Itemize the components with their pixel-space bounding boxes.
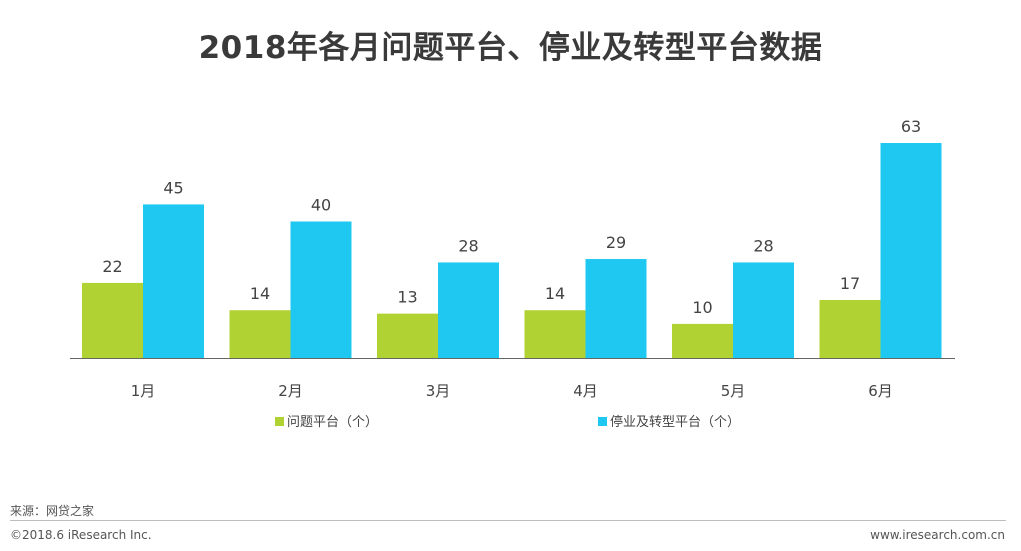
value-label: 17 (840, 274, 860, 293)
chart-title: 2018年各月问题平台、停业及转型平台数据 (198, 30, 823, 66)
legend-label: 停业及转型平台（个） (610, 414, 740, 430)
x-tick-label: 5月 (721, 382, 746, 400)
bars-group (82, 143, 942, 358)
x-tick-labels-group: 1月 2月 3月 4月 5月 6月 (131, 382, 893, 400)
bar-problem-5 (672, 323, 733, 358)
value-label: 28 (458, 236, 478, 255)
value-label: 29 (606, 233, 626, 252)
value-label: 40 (311, 195, 331, 214)
value-label: 63 (901, 117, 921, 136)
website-text: www.iresearch.com.cn (870, 528, 1005, 542)
bar-closed-1 (143, 204, 204, 358)
bar-problem-2 (229, 310, 291, 358)
legend: 问题平台（个） 停业及转型平台（个） (275, 414, 740, 430)
x-tick-label: 6月 (868, 382, 893, 400)
bar-chart: 22 45 14 40 13 28 14 29 10 28 17 63 1月 2月 3月 4月 5月 6月 问题… (70, 117, 955, 430)
x-tick-label: 2月 (278, 382, 303, 400)
bar-problem-3 (377, 313, 438, 358)
value-label: 14 (250, 284, 270, 303)
value-label: 28 (753, 236, 773, 255)
copyright-text: ©2018.6 iResearch Inc. (10, 528, 152, 542)
x-tick-label: 4月 (573, 382, 598, 400)
bar-closed-2 (290, 221, 352, 358)
legend-label: 问题平台（个） (287, 415, 378, 430)
value-label: 10 (692, 298, 712, 317)
value-label: 22 (102, 257, 122, 276)
value-labels-group: 22 45 14 40 13 28 14 29 10 28 17 63 (102, 117, 921, 317)
value-label: 13 (397, 288, 417, 307)
value-label: 14 (545, 284, 565, 303)
legend-swatch (598, 417, 607, 426)
bar-closed-6 (880, 143, 942, 358)
bar-problem-1 (82, 282, 143, 358)
source-note: 来源：网贷之家 (10, 504, 95, 518)
footer-divider (10, 520, 1006, 521)
legend-swatch (275, 417, 284, 426)
x-tick-label: 3月 (426, 382, 451, 400)
x-tick-label: 1月 (131, 382, 156, 400)
bar-problem-6 (819, 299, 881, 358)
value-label: 45 (163, 178, 183, 197)
bar-problem-4 (524, 310, 586, 358)
bar-closed-5 (733, 262, 794, 358)
bar-closed-3 (438, 262, 499, 358)
bar-closed-4 (585, 259, 647, 358)
